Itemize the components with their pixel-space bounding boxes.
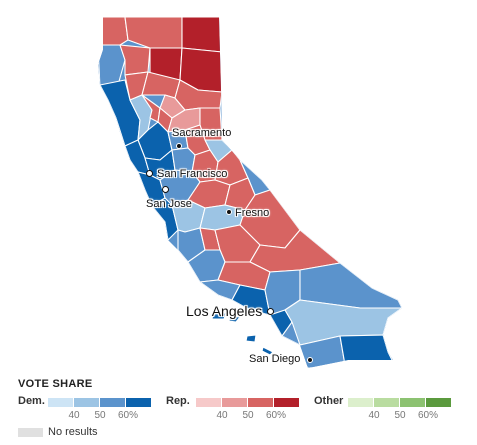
- legend-tick: 50: [94, 410, 106, 421]
- island-shape: [211, 312, 227, 320]
- legend-swatch: [126, 398, 151, 407]
- legend-label-other: Other: [314, 395, 344, 407]
- city-marker-san-jose: [162, 186, 169, 193]
- county-shape: [119, 44, 151, 76]
- county-shape: [181, 17, 223, 53]
- city-marker-san-diego: [307, 357, 313, 363]
- legend-swatches-rep: [196, 398, 300, 407]
- island-shape: [261, 346, 274, 356]
- legend-swatch: [374, 398, 399, 407]
- legend-swatch: [348, 398, 373, 407]
- county-shape: [339, 334, 394, 366]
- legend-swatch: [74, 398, 99, 407]
- legend-tick: 60%: [417, 410, 439, 421]
- legend-swatch: [222, 398, 247, 407]
- legend-label-dem: Dem.: [18, 395, 45, 407]
- city-marker-fresno: [226, 209, 232, 215]
- legend-label-rep: Rep.: [166, 395, 190, 407]
- county-shape: [284, 299, 402, 346]
- city-marker-sacramento: [176, 143, 182, 149]
- legend-swatches-dem: [48, 398, 152, 407]
- legend-tick: 40: [368, 410, 380, 421]
- island-shape: [228, 315, 241, 323]
- legend-no-results-swatch: [18, 428, 43, 437]
- city-label-san-diego: San Diego: [249, 353, 301, 365]
- legend-swatch: [48, 398, 73, 407]
- city-label-los-angeles: Los Angeles: [186, 303, 263, 319]
- legend-swatches-other: [348, 398, 452, 407]
- legend-tick: 60%: [265, 410, 287, 421]
- county-shape: [99, 17, 129, 46]
- legend-swatch: [248, 398, 273, 407]
- city-label-fresno: Fresno: [235, 207, 270, 219]
- legend-title: VOTE SHARE: [18, 378, 93, 390]
- island-shape: [245, 334, 257, 343]
- county-shape: [141, 94, 161, 123]
- california-county-map: [98, 17, 402, 368]
- city-label-san-jose: San Jose: [146, 198, 192, 210]
- legend-swatch: [400, 398, 425, 407]
- city-marker-san-francisco: [146, 170, 153, 177]
- legend-no-results-label: No results: [48, 426, 98, 438]
- legend-swatch: [426, 398, 451, 407]
- legend-tick: 50: [242, 410, 254, 421]
- legend-swatch: [100, 398, 125, 407]
- legend-tick: 40: [68, 410, 80, 421]
- legend-swatch: [196, 398, 221, 407]
- legend-swatch: [274, 398, 299, 407]
- legend-tick: 40: [216, 410, 228, 421]
- city-label-san-francisco: San Francisco: [157, 168, 228, 180]
- city-label-sacramento: Sacramento: [172, 127, 232, 139]
- legend-tick: 50: [394, 410, 406, 421]
- legend-tick: 60%: [117, 410, 139, 421]
- city-marker-los-angeles: [267, 308, 274, 315]
- county-shape: [98, 44, 126, 89]
- county-shape: [299, 262, 402, 309]
